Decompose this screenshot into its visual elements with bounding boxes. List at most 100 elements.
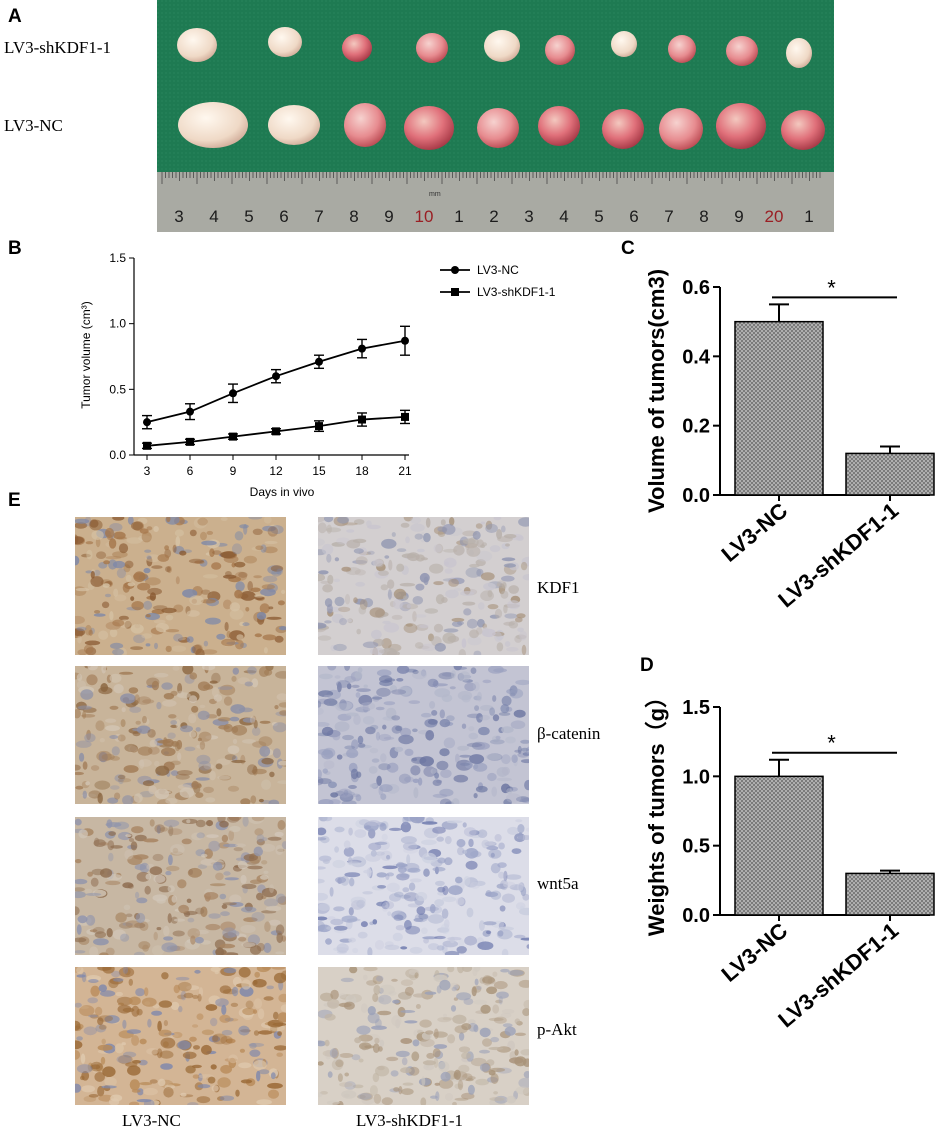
ihc-cell [522,893,529,901]
ihc-cell [396,873,410,881]
ihc-cell [232,738,238,744]
ihc-cell [444,857,453,866]
ihc-cell [149,1079,158,1084]
ihc-cell [205,797,216,803]
ihc-cell [170,1001,180,1011]
ihc-cell [461,967,473,972]
ihc-cell [366,980,377,986]
ihc-cell [75,1040,83,1050]
ihc-cell [200,589,211,595]
ihc-cell [506,788,513,795]
ihc-cell [203,786,214,794]
ihc-cell [344,1072,349,1077]
ihc-cell [356,1025,371,1035]
ihc-cell [344,1081,356,1090]
ihc-cell [155,765,170,776]
ihc-cell [75,709,81,719]
tumor [344,103,386,147]
ihc-cell [88,979,99,983]
ihc-cell [461,1052,471,1060]
ihc-cell [518,1077,529,1089]
ihc-cell [437,1017,452,1023]
ihc-cell [196,1013,204,1020]
ihc-cell [456,992,472,1001]
ihc-cell [406,603,412,609]
ihc-cell [318,827,327,836]
ihc-cell [120,933,130,942]
ihc-cell [253,846,263,857]
ihc-cell [253,1060,267,1070]
ihc-cell [131,1035,140,1046]
ihc-cell [318,573,326,582]
ihc-cell [394,746,404,752]
ihc-cell [447,967,455,973]
tumor [177,28,217,62]
ihc-cell [458,671,471,682]
ihc-cell [165,614,174,621]
ihc-cell [489,1097,505,1101]
ihc-cell [262,967,272,971]
ihc-cell [116,536,127,540]
ihc-cell [339,618,347,626]
ihc-cell [88,1014,98,1018]
ihc-cell [328,781,337,789]
ihc-cell [465,1078,474,1082]
ihc-cell [377,885,387,889]
ihc-cell [129,1079,140,1091]
ihc-cell [452,798,460,804]
ihc-cell [242,622,250,627]
ihc-cell [144,987,149,997]
ihc-cell [227,785,240,792]
ihc-cell [371,696,383,700]
ihc-cell [477,829,488,838]
ihc-cell [440,769,452,778]
ihc-cell [108,538,117,549]
ihc-cell [337,950,347,954]
ihc-cell [374,1037,380,1044]
ihc-cell [161,607,177,614]
ihc-cell [318,700,322,708]
ihc-cell [355,706,371,713]
ihc-cell [170,760,181,766]
ihc-cell [239,1048,245,1053]
ihc-cell [157,554,170,562]
ihc-cell [509,688,524,699]
ihc-cell [81,553,91,558]
ihc-cell [180,725,193,733]
ihc-cell [424,608,439,614]
ihc-cell [478,602,485,610]
ihc-cell [235,1089,240,1097]
ihc-cell [330,918,344,926]
ihc-cell [237,860,248,870]
ihc-cell [493,1091,498,1095]
ihc-cell [395,1019,401,1029]
ihc-cell [87,997,98,1004]
ihc-cell [501,948,509,955]
ihc-cell [252,765,258,776]
ihc-cell [473,793,478,799]
ihc-cell [506,647,519,652]
ihc-cell [466,742,483,748]
ihc-cell [98,751,108,763]
ihc-cell [356,688,371,692]
ihc-cell [376,901,387,907]
ihc-cell [197,1084,211,1089]
ihc-cell [461,694,471,703]
panel-e-letter: E [8,490,21,511]
ihc-cell [163,737,168,746]
ihc-cell [515,1086,529,1095]
ihc-cell [375,1065,390,1077]
ihc-cell [334,826,345,833]
ihc-cell [98,686,113,695]
ihc-cell [238,1025,250,1036]
ihc-cell [219,943,236,949]
ihc-cell [385,707,397,719]
ihc-cell [444,836,452,845]
ihc-cell [156,898,166,904]
ihc-cell [216,633,226,640]
ihc-cell [333,643,347,652]
ihc-cell [142,715,147,724]
ihc-cell [113,978,124,982]
ihc-cell [261,779,272,790]
ihc-cell [275,924,285,935]
